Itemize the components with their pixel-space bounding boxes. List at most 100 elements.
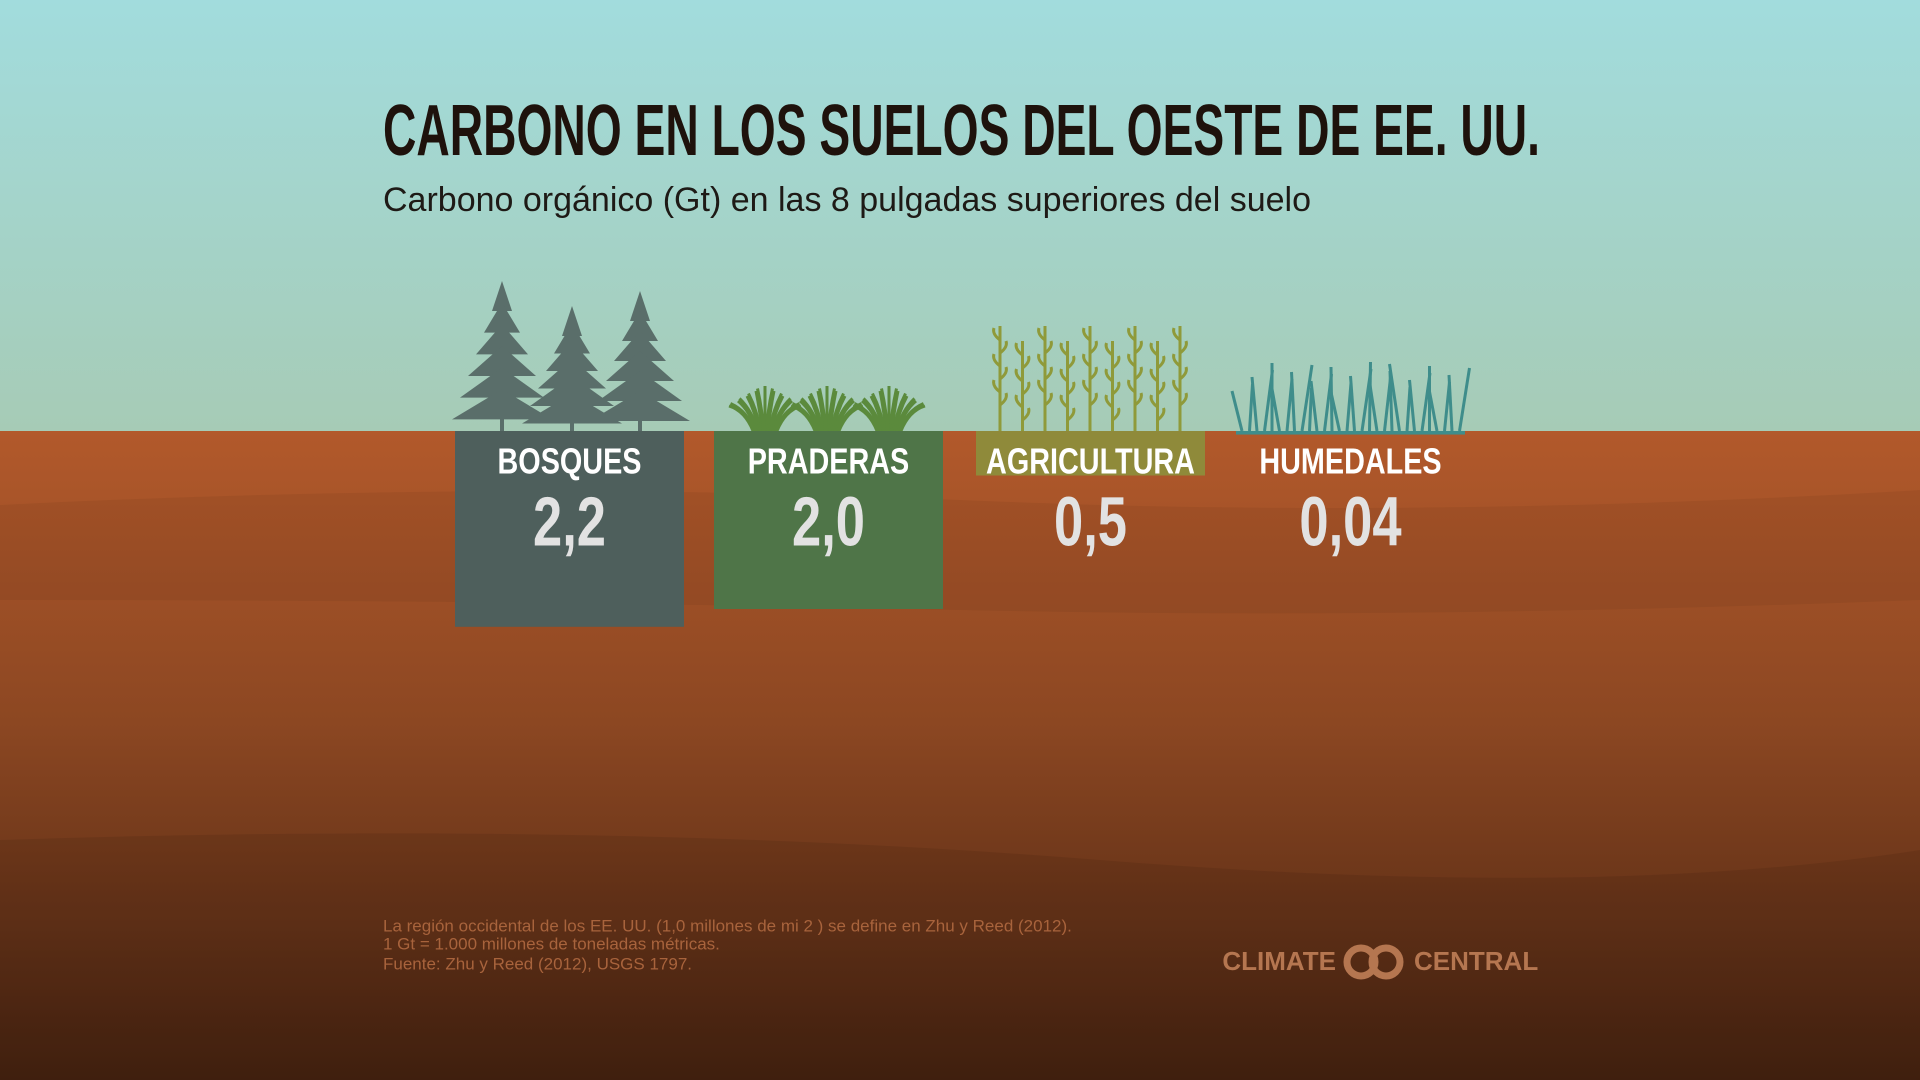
reed [1408,379,1416,432]
corn-leaf [1111,381,1121,396]
corn-leaf [1059,342,1069,357]
grass [899,404,926,432]
tree [468,346,536,376]
reed [1458,367,1471,432]
grass [818,388,827,432]
tree-trunk [500,411,504,431]
corn-leaf [1089,366,1098,381]
category-label: PRADERAS [748,440,910,481]
corn-leaf [1044,392,1053,407]
grass [756,388,765,432]
soil-layer [0,833,1920,1080]
corn-leaf [1089,340,1098,355]
tree [484,302,520,333]
grass [861,399,882,432]
grass [737,399,758,432]
corn-leaf [1179,392,1188,407]
sky [0,0,1920,431]
grass [807,395,823,432]
reed [1388,363,1401,432]
tree [538,358,606,389]
grass [747,392,762,432]
reed [1349,375,1356,432]
grass [830,392,845,432]
logo-text: CLIMATE [1222,946,1336,976]
reed [1300,364,1314,432]
grass [772,399,793,432]
corn-leaf [1021,381,1031,396]
corn-leaf [1104,368,1114,383]
corn-leaf [1179,340,1188,355]
plants [452,281,1471,432]
category-label: AGRICULTURA [986,440,1195,481]
note: 1 Gt = 1.000 millones de toneladas métri… [383,934,720,953]
corn-leaf [1059,394,1069,409]
grass [834,399,855,432]
grass [833,397,854,432]
tree [460,367,544,398]
chart-subtitle: Carbono orgánico (Gt) en las 8 pulgadas … [383,181,1311,219]
category-label: BOSQUES [498,440,642,481]
corn-leaf [1134,392,1143,407]
tree [476,324,528,355]
grass [738,397,759,432]
bar [455,431,684,627]
tree [522,393,622,424]
corn-leaf [1172,379,1181,394]
tree [590,391,690,421]
grass [895,397,916,432]
grass [852,404,879,432]
reed [1309,380,1319,432]
grass [729,402,756,432]
corn-leaf [1172,327,1181,342]
grass [878,390,888,432]
reed [1368,361,1372,432]
corn-leaf [1044,366,1053,381]
corn-leaf [1127,379,1136,394]
corn-leaf [1014,394,1024,409]
bar [714,431,943,609]
corn-leaf [1037,327,1046,342]
tree [554,323,590,354]
corn-leaf [1172,353,1181,368]
corn-leaf [1134,340,1143,355]
reed [1427,388,1439,432]
corn-leaf [1014,342,1024,357]
grass [790,404,817,432]
corn-leaf [1082,327,1091,342]
grass [890,390,900,432]
tree [546,341,598,371]
value-label: 0,04 [1299,483,1402,561]
soil [0,431,1920,1080]
corn-leaf [1134,366,1143,381]
grass [768,392,783,432]
corn-leaf [1156,407,1166,422]
corn-leaf [1127,327,1136,342]
grass [889,388,898,432]
reed [1230,390,1244,432]
grass [766,390,776,432]
grass [800,397,821,432]
grass [892,392,907,432]
corn-leaf [1014,368,1024,383]
tree [622,311,658,341]
grass [791,402,818,432]
chart-title: CARBONO EN LOS SUELOS DEL OESTE DE EE. U… [383,91,1540,171]
logo-mark [1343,944,1404,980]
corn-leaf [1044,340,1053,355]
corn-leaf [1149,394,1159,409]
corn-leaf [1066,355,1076,370]
bar [1236,431,1465,435]
tree [630,291,650,321]
tree [606,351,674,381]
corn-leaf [1021,355,1031,370]
corn-leaf [1149,342,1159,357]
grass [799,399,820,432]
corn-leaf [1089,392,1098,407]
grass [896,399,917,432]
value-label: 0,5 [1054,483,1127,561]
tree [598,371,682,401]
grass [893,395,909,432]
